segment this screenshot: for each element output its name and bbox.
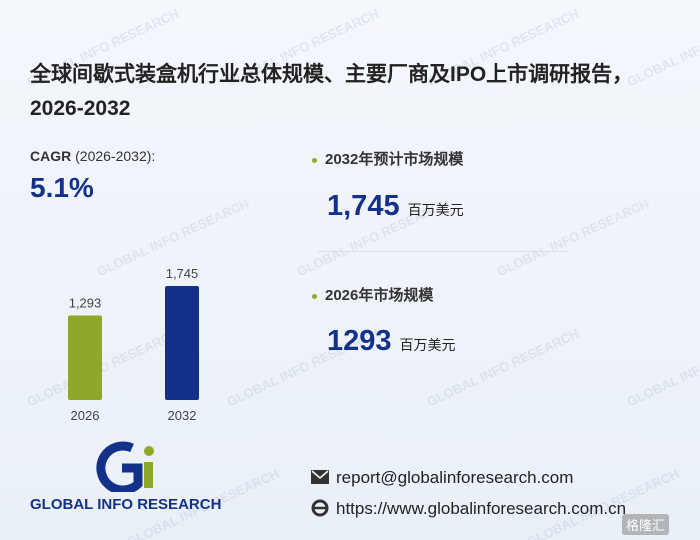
- bar: [68, 315, 102, 400]
- stat-unit: 百万美元: [407, 202, 464, 218]
- stat-value: 1,745: [327, 190, 400, 222]
- watermark: GLOBAL INFO RESEARCH: [494, 195, 652, 280]
- x-tick-label: 2026: [71, 408, 100, 423]
- website: https://www.globalinforesearch.com.cn: [336, 499, 627, 518]
- watermark: GLOBAL INFO RESEARCH: [624, 326, 700, 410]
- logo-name: GLOBAL INFO RESEARCH: [30, 496, 222, 513]
- logo-mark: [96, 441, 154, 492]
- stat: 1,745 百万美元: [327, 190, 464, 223]
- stat-unit: 百万美元: [399, 337, 456, 353]
- value-label: 1,745: [166, 266, 199, 281]
- value-label: 1,293: [69, 296, 102, 311]
- web-icon: [311, 499, 329, 517]
- stat: 1293 百万美元: [327, 325, 456, 358]
- cagr-label: CAGR (2026-2032):: [30, 148, 155, 164]
- stat-label: 2026年市场规模: [312, 284, 433, 305]
- divider: [318, 251, 568, 252]
- email-icon: [311, 470, 329, 484]
- stat-label: 2032年预计市场规模: [312, 148, 463, 169]
- cagr-name: CAGR: [30, 148, 72, 164]
- stat-value: 1293: [327, 325, 392, 357]
- corner-badge: 格隆汇: [622, 514, 670, 535]
- x-tick-label: 2032: [168, 408, 197, 423]
- cagr-value: 5.1%: [30, 172, 94, 203]
- logo-i: [144, 462, 153, 488]
- logo-dot: [144, 446, 154, 456]
- logo-g: [96, 441, 143, 492]
- title: 全球间歇式装盒机行业总体规模、主要厂商及IPO上市调研报告，2026-2032: [30, 63, 634, 120]
- bar-chart: 1,293 2026 1,745 2032: [68, 266, 199, 423]
- bar: [165, 286, 199, 400]
- email: report@globalinforesearch.com: [336, 468, 574, 487]
- cagr-period: (2026-2032):: [75, 148, 156, 164]
